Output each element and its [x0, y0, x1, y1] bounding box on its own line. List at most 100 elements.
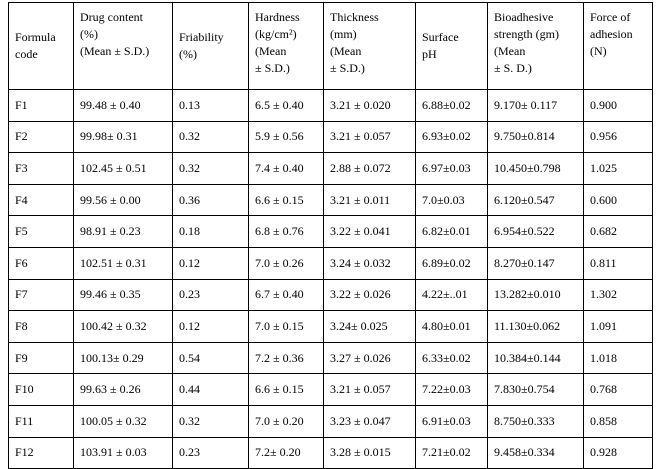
table-cell: 0.956	[583, 120, 653, 154]
table-cell: 6.33±0.02	[415, 341, 488, 375]
header-row: Formula code Drug content (%) (Mean ± S.D.) F…	[8, 2, 653, 90]
table-cell: 1.302	[583, 278, 653, 312]
table-cell: F8	[8, 310, 74, 343]
table-cell: 7.0±0.03	[415, 183, 488, 217]
table-cell: 7.2± 0.20	[248, 436, 324, 469]
table-cell: 0.32	[172, 404, 249, 438]
table-cell: 0.23	[172, 278, 249, 312]
table-cell: 1.091	[583, 310, 653, 343]
table-cell: 9.458±0.334	[487, 436, 584, 469]
table-cell: 7.21±0.02	[415, 436, 488, 469]
header-cell: Bioadhesive strength (gm) (Mean ± S. D.)	[487, 2, 584, 90]
table-cell: 0.23	[172, 436, 249, 469]
header-text: Thickness	[330, 10, 379, 24]
header-text: (%)	[179, 47, 197, 61]
header-text: (%)	[80, 27, 98, 41]
header-text: Drug content	[80, 10, 143, 24]
table-row: F10 99.63 ± 0.26 0.44 6.6 ± 0.15 3.21 ± 0.05…	[8, 373, 653, 406]
table-cell: 4.80±0.01	[415, 310, 488, 343]
header-text: Formula	[15, 30, 56, 44]
header-text: adhesion	[590, 27, 633, 41]
header-text: ± S.D.)	[255, 61, 290, 75]
header-cell: Surface pH	[415, 2, 488, 90]
table-row: F8 100.42 ± 0.32 0.12 7.0 ± 0.15 3.24± 0.025…	[8, 310, 653, 343]
table-cell: 7.0 ± 0.20	[248, 404, 324, 438]
table-cell: 5.9 ± 0.56	[248, 120, 324, 154]
table-cell: 102.51 ± 0.31	[73, 246, 173, 280]
table-cell: 1.025	[583, 152, 653, 185]
table-cell: 0.12	[172, 246, 249, 280]
table-cell: 1.018	[583, 341, 653, 375]
table-cell: F1	[8, 89, 74, 122]
table-cell: 7.0 ± 0.15	[248, 310, 324, 343]
table-cell: 7.830±0.754	[487, 373, 584, 406]
table-cell: 102.45 ± 0.51	[73, 152, 173, 185]
table-cell: 0.600	[583, 183, 653, 217]
table-cell: 6.120±0.547	[487, 183, 584, 217]
table-cell: 4.22±..01	[415, 278, 488, 312]
table-cell: 3.21 ± 0.011	[323, 183, 416, 217]
header-text: Surface	[422, 30, 459, 44]
table-cell: F5	[8, 215, 74, 248]
table-row: F11 100.05 ± 0.32 0.32 7.0 ± 0.20 3.23 ± 0.0…	[8, 404, 653, 438]
table-row: F1 99.48 ± 0.40 0.13 6.5 ± 0.40 3.21 ± 0.020…	[8, 89, 653, 122]
table-cell: 0.12	[172, 310, 249, 343]
table-cell: F3	[8, 152, 74, 185]
table-cell: 7.0 ± 0.26	[248, 246, 324, 280]
table-cell: 3.24± 0.025	[323, 310, 416, 343]
table-row: F2 99.98± 0.31 0.32 5.9 ± 0.56 3.21 ± 0.057 6…	[8, 120, 653, 154]
table-row: F9 100.13± 0.29 0.54 7.2 ± 0.36 3.27 ± 0.026…	[8, 341, 653, 375]
table-cell: 0.900	[583, 89, 653, 122]
header-cell: Drug content (%) (Mean ± S.D.)	[73, 2, 173, 90]
table-cell: F9	[8, 341, 74, 375]
table-cell: 8.270±0.147	[487, 246, 584, 280]
header-text: Bioadhesive	[494, 10, 554, 24]
table-cell: 100.42 ± 0.32	[73, 310, 173, 343]
header-text: ± S.D.)	[330, 61, 365, 75]
table-cell: 6.91±0.03	[415, 404, 488, 438]
table-row: F4 99.56 ± 0.00 0.36 6.6 ± 0.15 3.21 ± 0.011…	[8, 183, 653, 217]
header-text: (Mean	[330, 44, 362, 58]
table-cell: 100.05 ± 0.32	[73, 404, 173, 438]
header-text: ± S. D.)	[494, 61, 532, 75]
table-row: F3 102.45 ± 0.51 0.32 7.4 ± 0.40 2.88 ± 0.07…	[8, 152, 653, 185]
table-cell: 99.48 ± 0.40	[73, 89, 173, 122]
table-cell: 0.18	[172, 215, 249, 248]
header-text: (N)	[590, 44, 607, 58]
table-row: F5 98.91 ± 0.23 0.18 6.8 ± 0.76 3.22 ± 0.041…	[8, 215, 653, 248]
table-cell: 0.682	[583, 215, 653, 248]
table-cell: 99.63 ± 0.26	[73, 373, 173, 406]
table-cell: 99.56 ± 0.00	[73, 183, 173, 217]
table-cell: 3.21 ± 0.057	[323, 120, 416, 154]
header-cell: Force of adhesion (N)	[583, 2, 653, 90]
table-cell: 9.170± 0.117	[487, 89, 584, 122]
table-cell: 6.6 ± 0.15	[248, 373, 324, 406]
table-cell: 11.130±0.062	[487, 310, 584, 343]
table-cell: 0.858	[583, 404, 653, 438]
table-cell: 3.22 ± 0.041	[323, 215, 416, 248]
table-cell: 13.282±0.010	[487, 278, 584, 312]
table-cell: 6.954±0.522	[487, 215, 584, 248]
table-cell: 0.811	[583, 246, 653, 280]
table-cell: 6.6 ± 0.15	[248, 183, 324, 217]
table-cell: 2.88 ± 0.072	[323, 152, 416, 185]
table-cell: 6.89±0.02	[415, 246, 488, 280]
table-cell: 3.21 ± 0.057	[323, 373, 416, 406]
table-cell: 0.44	[172, 373, 249, 406]
header-text: Hardness	[255, 10, 300, 24]
table-cell: 7.4 ± 0.40	[248, 152, 324, 185]
table-cell: 3.24 ± 0.032	[323, 246, 416, 280]
header-text: (Mean	[255, 44, 287, 58]
header-text: strength (gm)	[494, 27, 559, 41]
header-text: Friability	[179, 30, 224, 44]
table-cell: 3.22 ± 0.026	[323, 278, 416, 312]
table-cell: 3.21 ± 0.020	[323, 89, 416, 122]
data-table: Formula code Drug content (%) (Mean ± S.D.) F…	[8, 2, 653, 469]
table-cell: 6.97±0.03	[415, 152, 488, 185]
table-cell: 99.46 ± 0.35	[73, 278, 173, 312]
header-text: Force of	[590, 10, 631, 24]
header-text: code	[15, 47, 38, 61]
header-text: (Mean ± S.D.)	[80, 44, 150, 58]
table-cell: 103.91 ± 0.03	[73, 436, 173, 469]
table-cell: F12	[8, 436, 74, 469]
